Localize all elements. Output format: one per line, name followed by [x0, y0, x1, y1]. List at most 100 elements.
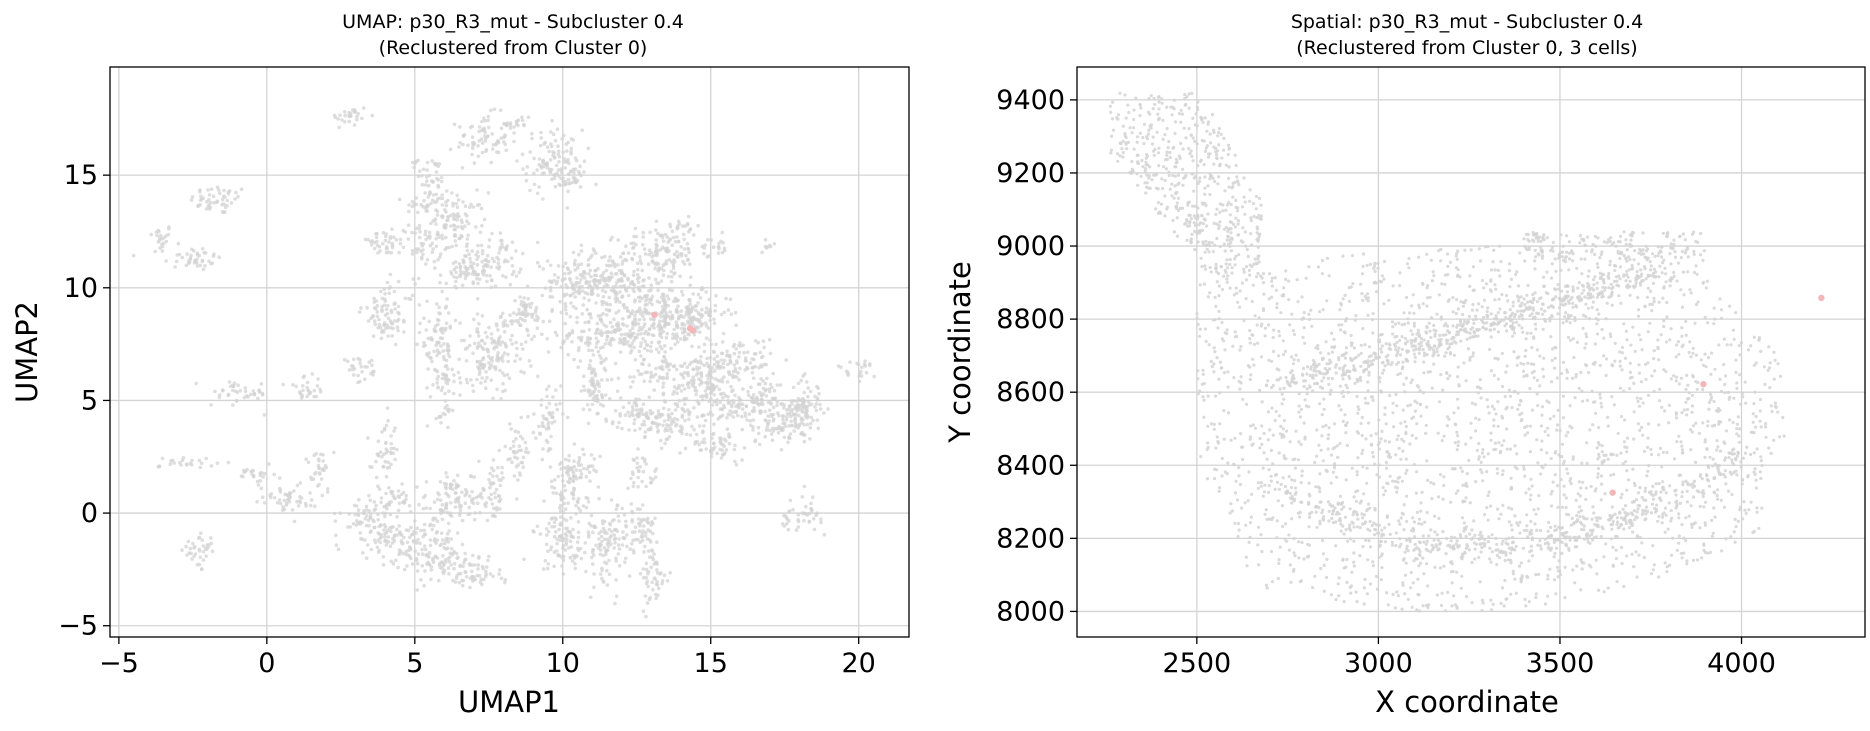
umap-cell-point [711, 431, 716, 436]
umap-cell-point [815, 396, 820, 400]
umap-cell-point [794, 528, 799, 532]
spatial-cell-point [1379, 437, 1383, 441]
umap-cell-point [677, 386, 681, 390]
umap-cell-point [496, 139, 500, 143]
umap-cell-point [693, 385, 698, 390]
umap-cell-point [415, 526, 420, 530]
umap-cell-point [221, 210, 226, 215]
umap-cell-point [587, 408, 592, 412]
umap-cell-point [452, 122, 457, 127]
umap-cell-point [525, 327, 529, 332]
umap-cell-point [449, 546, 454, 551]
umap-cell-point [805, 409, 809, 414]
umap-cell-point [616, 323, 621, 328]
umap-cell-point [631, 538, 635, 543]
spatial-cell-point [1584, 486, 1588, 490]
umap-cell-point [470, 383, 475, 388]
umap-cell-point [363, 516, 368, 521]
umap-cell-point [227, 189, 232, 193]
umap-cell-point [434, 222, 438, 226]
umap-cell-point [369, 316, 373, 321]
umap-cell-point [389, 529, 393, 534]
umap-cell-point [527, 358, 532, 363]
umap-cell-point [666, 412, 671, 417]
umap-cell-point [404, 493, 409, 498]
umap-cell-point [593, 273, 597, 278]
umap-cell-point [707, 297, 711, 302]
umap-cell-point [463, 347, 468, 351]
umap-cell-point [483, 341, 487, 346]
umap-cell-point [566, 352, 570, 357]
umap-cell-point [727, 354, 732, 359]
umap-cell-point [592, 382, 596, 387]
umap-cell-point [508, 422, 512, 426]
umap-cell-point [591, 390, 596, 395]
umap-highlight-points [651, 311, 697, 334]
umap-cell-point [356, 513, 361, 517]
umap-cell-point [520, 437, 525, 441]
umap-cell-point [177, 252, 182, 257]
umap-cell-point [195, 264, 200, 268]
umap-cell-point [595, 321, 600, 326]
spatial-cell-point [1764, 435, 1768, 439]
umap-cell-point [570, 329, 575, 333]
umap-cell-point [372, 246, 377, 251]
umap-cell-point [338, 113, 342, 117]
umap-x-axis-label: UMAP1 [458, 685, 560, 719]
spatial-cell-point [1767, 345, 1771, 349]
umap-cell-point [434, 192, 439, 197]
umap-cell-point [636, 280, 641, 285]
umap-cell-point [590, 376, 594, 381]
umap-cell-point [692, 332, 697, 337]
umap-cell-point [470, 563, 474, 567]
umap-cell-point [384, 447, 389, 452]
umap-cell-point [532, 156, 536, 161]
spatial-cell-point [1356, 405, 1360, 409]
umap-cell-point [157, 236, 162, 240]
umap-cell-point [392, 289, 397, 294]
spatial-cell-point [1487, 535, 1491, 539]
spatial-cell-point [1541, 254, 1545, 258]
umap-cell-point [587, 470, 592, 475]
spatial-cell-point [1461, 304, 1465, 308]
umap-cell-point [794, 423, 798, 428]
umap-cell-point [431, 383, 435, 387]
umap-cell-point [567, 453, 571, 458]
umap-cell-point [644, 614, 648, 619]
umap-cell-point [603, 368, 608, 373]
umap-cell-point [585, 467, 590, 471]
umap-cell-point [401, 245, 406, 250]
umap-cell-point [569, 293, 573, 298]
umap-cell-point [317, 482, 321, 487]
umap-cell-point [407, 296, 411, 301]
umap-cell-point [559, 384, 563, 388]
umap-cell-point [631, 320, 635, 324]
umap-cell-point [535, 326, 540, 331]
umap-cell-point [430, 527, 435, 532]
spatial-cell-point [1459, 586, 1463, 590]
umap-cell-point [428, 543, 433, 548]
umap-cell-point [490, 502, 495, 506]
umap-cell-point [697, 402, 701, 406]
spatial-cell-point [1244, 523, 1248, 527]
spatial-cell-point [1446, 590, 1450, 595]
umap-cell-point [462, 133, 467, 137]
umap-cell-point [562, 517, 566, 521]
umap-cell-point [818, 402, 822, 407]
umap-cell-point [485, 253, 490, 258]
umap-cell-point [376, 439, 381, 444]
umap-cell-point [762, 362, 767, 367]
umap-cell-point [565, 526, 569, 531]
spatial-cell-point [1207, 343, 1211, 347]
umap-cell-point [455, 225, 460, 229]
umap-cell-point [672, 334, 677, 339]
umap-cell-point [553, 330, 558, 335]
umap-cell-point [421, 252, 425, 257]
umap-cell-point [174, 259, 179, 264]
spatial-cell-point [1337, 404, 1341, 408]
umap-cell-point [659, 327, 664, 332]
umap-cell-point [614, 507, 619, 512]
umap-cell-point [559, 176, 563, 181]
umap-cell-point [708, 309, 712, 314]
umap-cell-point [444, 281, 449, 286]
